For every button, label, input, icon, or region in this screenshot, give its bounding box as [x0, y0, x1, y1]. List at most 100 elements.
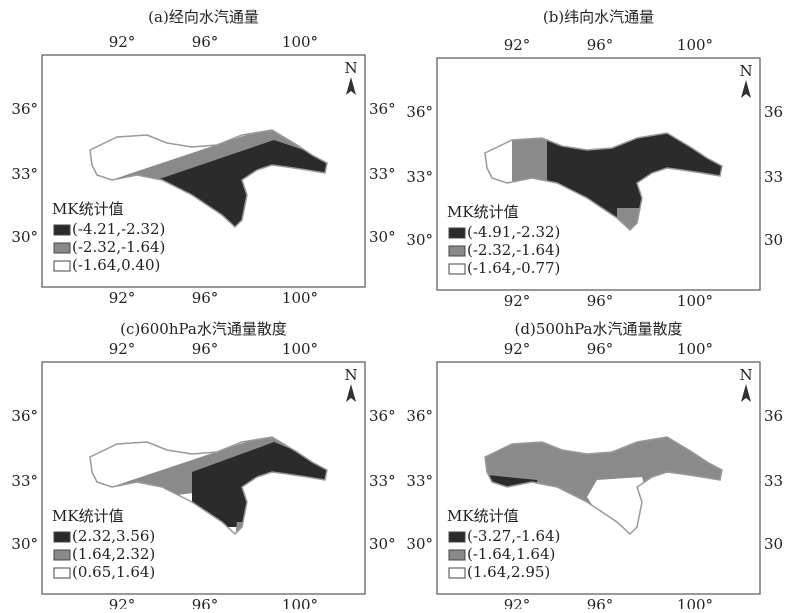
legend-swatch [448, 531, 466, 543]
right-tick-label: 30 [764, 231, 783, 249]
panel-title: (a)经向水汽通量 [148, 8, 259, 26]
top-tick-label: 96° [192, 33, 219, 51]
left-tick-label: 36° [11, 100, 38, 118]
right-tick-label: 36° [369, 100, 396, 118]
top-tick-label: 96° [587, 36, 614, 54]
left-tick-label: 33° [406, 168, 433, 186]
top-tick-label: 100° [677, 340, 713, 358]
top-tick-label: 100° [282, 340, 318, 358]
bottom-tick-label: 96° [587, 292, 614, 310]
legend-title: MK统计值 [52, 507, 124, 525]
legend-swatch [53, 531, 71, 543]
map-panel: N 92° 96° 100° 92° 96° 100° 36° 33° 30° 36° 33° 30° M… [11, 33, 395, 307]
legend-title: MK统计值 [447, 203, 519, 221]
right-tick-label: 30 [764, 535, 783, 553]
bottom-tick-label: 96° [587, 596, 614, 609]
right-tick-label: 33 [764, 472, 783, 490]
top-tick-label: 92° [109, 33, 136, 51]
legend-swatch [448, 263, 466, 275]
map-panel: N 92° 96° 100° 92° 96° 100° 36° 33° 30° 36 33 30 MK统计… [406, 36, 783, 310]
legend-label: (-1.64,-0.77) [467, 259, 560, 277]
bottom-tick-label: 100° [282, 596, 318, 609]
north-arrow [741, 384, 751, 402]
right-tick-label: 30° [369, 228, 396, 246]
legend-label: (-4.91,-2.32) [467, 223, 560, 241]
legend-label: (1.64,2.95) [467, 563, 550, 581]
north-label: N [739, 366, 752, 384]
legend-label: (-2.32,-1.64) [467, 241, 560, 259]
top-tick-label: 96° [192, 340, 219, 358]
left-tick-label: 30° [406, 535, 433, 553]
legend-swatch [53, 567, 71, 579]
zone [485, 437, 722, 534]
basin-outline [89, 436, 328, 536]
north-label: N [344, 366, 357, 384]
north-arrow [346, 384, 356, 402]
legend-label: (-3.27,-1.64) [467, 527, 560, 545]
legend-label: (-1.64,1.64) [467, 545, 555, 563]
legend-swatch [448, 227, 466, 239]
right-tick-label: 33 [764, 168, 783, 186]
right-tick-label: 33° [369, 472, 396, 490]
right-tick-label: 33° [369, 165, 396, 183]
right-tick-label: 30° [369, 535, 396, 553]
bottom-tick-label: 92° [109, 596, 136, 609]
map-panel: N 92° 96° 100° 92° 96° 100° 36° 33° 30° 36° 33° 30° M… [11, 340, 396, 613]
basin-outline [484, 436, 723, 536]
top-tick-label: 92° [504, 340, 531, 358]
legend-swatch [448, 245, 466, 257]
legend-title: MK统计值 [447, 507, 519, 525]
legend-title: MK统计值 [52, 200, 124, 218]
legend-label: (-4.21,-2.32) [72, 220, 165, 238]
bottom-tick-label: 92° [504, 596, 531, 609]
bottom-tick-label: 92° [504, 292, 531, 310]
bottom-tick-label: 100° [677, 596, 713, 609]
bottom-tick-label: 92° [109, 289, 136, 307]
right-tick-label: 36 [764, 103, 783, 121]
north-arrow [346, 77, 356, 95]
top-tick-label: 100° [282, 33, 318, 51]
zone [587, 477, 652, 534]
legend-swatch [53, 549, 71, 561]
panel-title: (b)纬向水汽通量 [543, 8, 654, 26]
left-tick-label: 36° [406, 103, 433, 121]
basin-outline [89, 129, 328, 229]
bottom-tick-label: 100° [677, 292, 713, 310]
left-tick-label: 36° [406, 407, 433, 425]
legend-label: (-1.64,0.40) [72, 256, 160, 274]
bottom-tick-label: 96° [192, 596, 219, 609]
bottom-tick-label: 100° [282, 289, 318, 307]
north-arrow [741, 80, 751, 98]
top-tick-label: 92° [504, 36, 531, 54]
top-tick-label: 92° [109, 340, 136, 358]
left-tick-label: 33° [11, 472, 38, 490]
left-tick-label: 30° [406, 231, 433, 249]
legend-swatch [448, 549, 466, 561]
top-tick-label: 100° [677, 36, 713, 54]
right-tick-label: 36 [764, 407, 783, 425]
top-tick-label: 96° [587, 340, 614, 358]
left-tick-label: 33° [406, 472, 433, 490]
legend-label: (-2.32,-1.64) [72, 238, 165, 256]
legend-label: (0.65,1.64) [72, 563, 155, 581]
legend-swatch [53, 260, 71, 272]
legend-label: (1.64,2.32) [72, 545, 155, 563]
legend-swatch [53, 242, 71, 254]
legend-label: (2.32,3.56) [72, 527, 155, 545]
bottom-tick-label: 96° [192, 289, 219, 307]
north-label: N [739, 62, 752, 80]
panel-title: (d)500hPa水汽通量散度 [515, 320, 683, 338]
left-tick-label: 36° [11, 407, 38, 425]
map-panel: N 92° 96° 100° 92° 96° 100° 36° 33° 30° 36 33 30 MK统计… [406, 340, 783, 613]
right-tick-label: 36° [369, 407, 396, 425]
panel-title: (c)600hPa水汽通量散度 [120, 320, 287, 338]
left-tick-label: 33° [11, 165, 38, 183]
left-tick-label: 30° [11, 535, 38, 553]
legend-swatch [53, 224, 71, 236]
left-tick-label: 30° [11, 228, 38, 246]
basin-outline [484, 132, 723, 232]
north-label: N [344, 59, 357, 77]
legend-swatch [448, 567, 466, 579]
